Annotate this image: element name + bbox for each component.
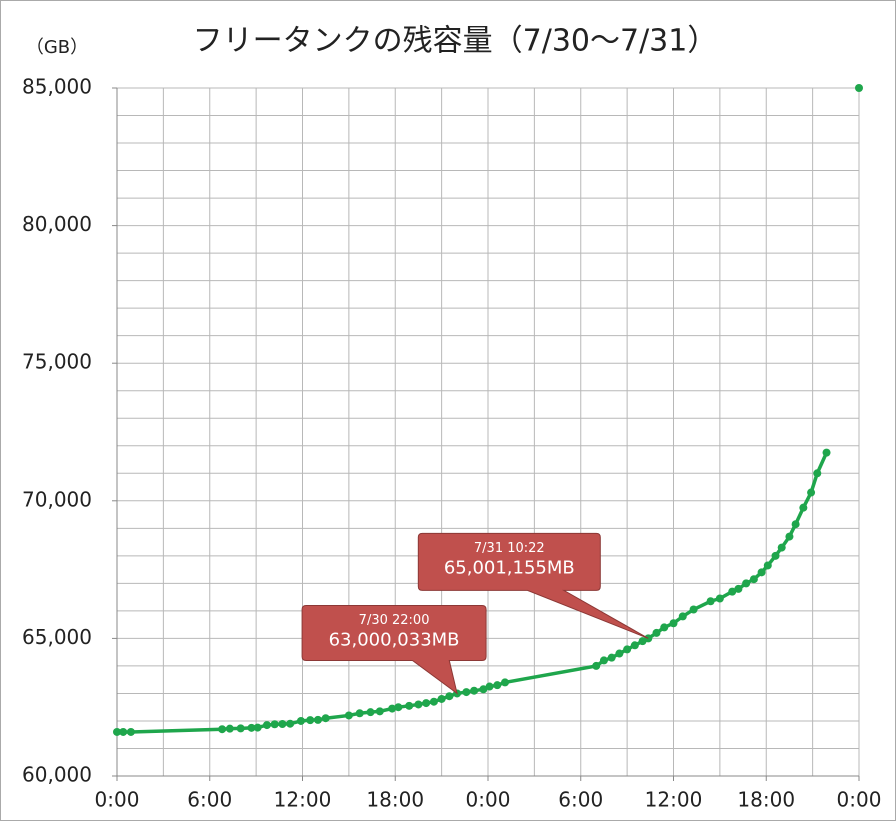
- point: [462, 688, 471, 697]
- point: [715, 594, 724, 603]
- point: [592, 661, 601, 670]
- point: [607, 653, 616, 662]
- callout-text: 63,000,033MB: [329, 629, 460, 650]
- point: [807, 488, 816, 497]
- point: [366, 708, 375, 717]
- point: [445, 692, 454, 701]
- point: [479, 685, 488, 694]
- point: [623, 645, 632, 654]
- point: [355, 709, 364, 718]
- point: [652, 628, 661, 637]
- chart-title: フリータンクの残容量（7/30〜7/31）: [193, 24, 718, 59]
- point: [429, 697, 438, 706]
- x-tick-label: 12:00: [645, 788, 703, 812]
- point: [734, 584, 743, 593]
- point: [822, 448, 831, 457]
- point: [599, 656, 608, 665]
- point: [270, 720, 279, 729]
- point: [813, 469, 822, 478]
- y-axis-label: （GB）: [26, 37, 88, 58]
- point: [278, 719, 287, 728]
- point: [225, 724, 234, 733]
- x-tick-label: 18:00: [737, 788, 795, 812]
- point: [689, 605, 698, 614]
- point: [388, 704, 397, 713]
- x-tick-label: 12:00: [274, 788, 332, 812]
- point: [313, 715, 322, 724]
- point: [763, 561, 772, 570]
- point: [119, 727, 128, 736]
- point: [414, 700, 423, 709]
- point: [422, 699, 431, 708]
- point: [247, 723, 256, 732]
- point: [485, 682, 494, 691]
- point: [306, 716, 315, 725]
- x-tick-label: 0:00: [95, 788, 140, 812]
- point: [470, 686, 479, 695]
- point: [855, 84, 863, 92]
- point: [728, 587, 737, 596]
- point: [799, 503, 808, 512]
- point: [630, 641, 639, 650]
- point: [660, 623, 669, 632]
- x-tick-label: 6:00: [187, 788, 232, 812]
- y-tick-label: 60,000: [22, 763, 92, 787]
- point: [669, 619, 678, 628]
- x-tick-label: 0:00: [837, 788, 882, 812]
- point: [296, 716, 305, 725]
- y-tick-label: 70,000: [22, 487, 92, 511]
- point: [262, 721, 271, 730]
- point: [678, 612, 687, 621]
- callout-text: 7/31 10:22: [474, 541, 545, 556]
- x-tick-label: 6:00: [558, 788, 603, 812]
- y-tick-label: 75,000: [22, 350, 92, 374]
- callout-text: 65,001,155MB: [444, 557, 575, 578]
- point: [405, 701, 414, 710]
- x-tick-label: 18:00: [366, 788, 424, 812]
- point: [706, 597, 715, 606]
- callout-box: [301, 604, 487, 695]
- point: [501, 678, 510, 687]
- point: [253, 723, 262, 732]
- point: [749, 575, 758, 584]
- x-tick-label: 0:00: [466, 788, 511, 812]
- point: [791, 520, 800, 529]
- point: [437, 694, 446, 703]
- point: [286, 719, 295, 728]
- callout-text: 7/30 22:00: [359, 613, 430, 628]
- point: [113, 727, 121, 736]
- y-tick-label: 80,000: [22, 212, 92, 236]
- point: [321, 714, 330, 723]
- point: [126, 727, 135, 736]
- point: [394, 703, 403, 712]
- point: [218, 725, 227, 734]
- point: [757, 568, 766, 577]
- point: [771, 551, 780, 560]
- point: [742, 579, 751, 588]
- point: [375, 707, 384, 716]
- y-tick-label: 65,000: [22, 625, 92, 649]
- point: [236, 724, 245, 733]
- y-tick-label: 85,000: [22, 75, 92, 99]
- callout-box: [417, 532, 649, 639]
- point: [777, 543, 786, 552]
- point: [785, 532, 794, 541]
- point: [344, 711, 353, 720]
- point: [493, 681, 502, 690]
- point: [615, 649, 624, 658]
